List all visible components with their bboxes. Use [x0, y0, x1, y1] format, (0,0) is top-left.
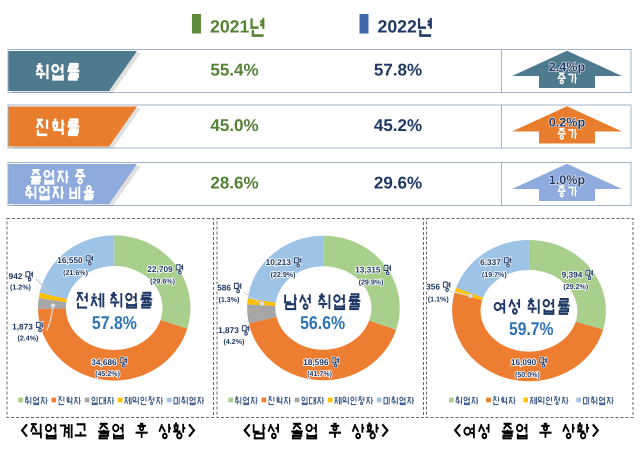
svg-text:(45.2%): (45.2%) — [95, 370, 120, 378]
svg-text:16,090: 16,090 — [511, 357, 537, 367]
svg-text:9,394: 9,394 — [562, 269, 583, 279]
svg-text:942: 942 — [9, 271, 23, 281]
svg-text:28.6%: 28.6% — [210, 174, 258, 193]
svg-text:45.0%: 45.0% — [210, 116, 258, 135]
svg-text:(1.2%): (1.2%) — [10, 284, 32, 292]
svg-text:45.2%: 45.2% — [374, 116, 422, 135]
svg-text:57.8%: 57.8% — [92, 312, 137, 333]
svg-text:10,213: 10,213 — [266, 257, 292, 267]
svg-text:18,596: 18,596 — [303, 357, 329, 367]
svg-text:1,873: 1,873 — [12, 322, 33, 332]
svg-text:356: 356 — [426, 281, 440, 291]
svg-text:56.6%: 56.6% — [300, 312, 345, 333]
svg-text:(19.7%): (19.7%) — [482, 271, 507, 279]
svg-text:586: 586 — [217, 283, 231, 293]
svg-text:(22.9%): (22.9%) — [271, 271, 296, 279]
svg-text:29.6%: 29.6% — [374, 174, 422, 193]
svg-text:(2.4%): (2.4%) — [18, 335, 40, 343]
svg-text:34,686: 34,686 — [91, 357, 117, 367]
svg-text:(29.2%): (29.2%) — [563, 283, 588, 291]
svg-text:13,315: 13,315 — [355, 265, 381, 275]
svg-text:2.4%p: 2.4%p — [549, 60, 586, 74]
svg-text:(29.6%): (29.6%) — [150, 278, 175, 286]
svg-text:1.0%p: 1.0%p — [549, 173, 586, 187]
svg-text:(41.7%): (41.7%) — [307, 370, 332, 378]
svg-text:(1.1%): (1.1%) — [428, 295, 450, 303]
svg-text:0.2%p: 0.2%p — [549, 115, 586, 129]
svg-text:(1.3%): (1.3%) — [219, 296, 241, 304]
svg-text:(29.9%): (29.9%) — [359, 279, 384, 287]
svg-text:(21.6%): (21.6%) — [63, 269, 88, 277]
svg-text:16,550: 16,550 — [57, 255, 83, 265]
svg-text:6,337: 6,337 — [480, 257, 501, 267]
svg-text:(50.0%): (50.0%) — [515, 371, 540, 379]
svg-text:59.7%: 59.7% — [509, 318, 554, 339]
svg-text:57.8%: 57.8% — [374, 61, 422, 80]
svg-text:(4.2%): (4.2%) — [224, 338, 246, 346]
svg-text:2022: 2022 — [378, 16, 418, 36]
svg-text:2021: 2021 — [210, 16, 250, 36]
svg-text:22,709: 22,709 — [147, 264, 173, 274]
svg-text:55.4%: 55.4% — [210, 61, 258, 80]
svg-text:1,873: 1,873 — [218, 325, 239, 335]
